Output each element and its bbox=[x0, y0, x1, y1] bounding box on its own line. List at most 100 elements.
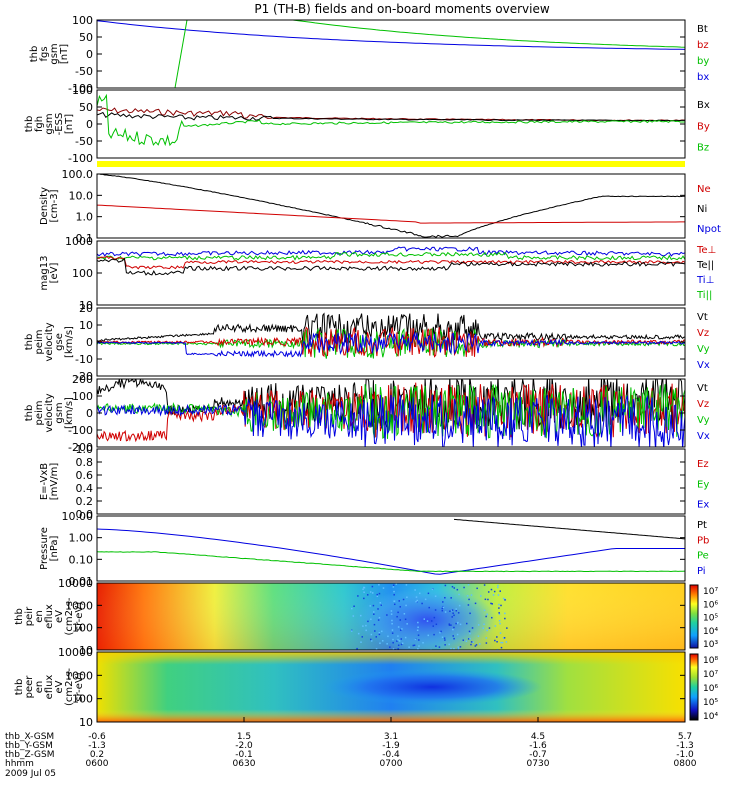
peir-speck bbox=[498, 613, 501, 615]
peir-speck bbox=[371, 585, 374, 588]
peir-speck bbox=[453, 587, 456, 589]
x-value: -0.7 bbox=[529, 750, 547, 760]
x-row-label: thb_Z-GSM bbox=[5, 750, 54, 760]
y-axis-label: thb bbox=[14, 608, 25, 625]
peir-speck bbox=[390, 610, 393, 612]
bz-line bbox=[97, 93, 685, 147]
peir-speck bbox=[501, 641, 504, 644]
legend-bz: bz bbox=[697, 40, 709, 51]
peir-speck bbox=[392, 648, 395, 650]
peir-speck bbox=[474, 602, 477, 605]
legend-Pi: Pi bbox=[697, 566, 706, 577]
peir-speck bbox=[456, 633, 459, 636]
vt-line bbox=[97, 312, 685, 344]
y-tick-label: -50 bbox=[75, 65, 93, 78]
peir-speck bbox=[477, 624, 480, 626]
peir-speck bbox=[438, 646, 441, 648]
panel-peer: 10000 1000 100 10 thb peer en eflux eV (cm2-s-sr-… bbox=[14, 646, 718, 729]
peir-speck bbox=[477, 635, 480, 637]
y-tick-label: 10 bbox=[79, 319, 93, 332]
peir-speck bbox=[467, 638, 470, 640]
peir-speck bbox=[365, 629, 367, 632]
legend-Ti||: Ti|| bbox=[696, 290, 712, 301]
peir-speck bbox=[500, 641, 502, 644]
peir-speck bbox=[361, 636, 364, 638]
peir-speck bbox=[376, 595, 379, 598]
peir-speck bbox=[382, 587, 385, 589]
legend-Vz: Vz bbox=[697, 399, 709, 410]
y-tick-label: 10000 bbox=[58, 646, 93, 659]
peir-speck bbox=[491, 603, 493, 605]
y-tick-label: 0.6 bbox=[76, 469, 94, 482]
colorbar-label: 10⁵ bbox=[703, 698, 718, 708]
peir-speck bbox=[363, 597, 365, 600]
peir-speck bbox=[434, 609, 437, 611]
peir-speck bbox=[387, 635, 389, 638]
y-axis-label: fgh bbox=[34, 116, 45, 132]
panel-peir: 10000 1000 100 10 thb peir en eflux eV (cm2-s-sr-… bbox=[14, 577, 718, 657]
peir-speck bbox=[443, 637, 446, 639]
peir-speck bbox=[363, 591, 365, 594]
peir-speck bbox=[417, 634, 420, 636]
y-tick-label: -200 bbox=[68, 441, 93, 454]
peir-speck bbox=[398, 600, 400, 602]
legend-Vy: Vy bbox=[697, 344, 710, 355]
y-axis-label: peim bbox=[34, 329, 45, 354]
peir-speck bbox=[500, 604, 502, 607]
peir-speck bbox=[397, 644, 400, 647]
colorbar-label: 10⁸ bbox=[703, 656, 718, 666]
legend-Ey: Ey bbox=[697, 479, 709, 490]
y-tick-label: 0.1 bbox=[76, 232, 94, 245]
peir-speck bbox=[399, 629, 402, 631]
legend-Vx: Vx bbox=[697, 360, 710, 371]
peir-speck bbox=[380, 604, 383, 606]
legend-Te||: Te|| bbox=[696, 260, 714, 271]
legend-Vy: Vy bbox=[697, 415, 710, 426]
y-tick-label: 1.0 bbox=[76, 211, 94, 224]
peir-speck bbox=[400, 638, 403, 640]
y-tick-label: 0.01 bbox=[69, 575, 94, 588]
vel1-content bbox=[97, 312, 685, 359]
x-value: 3.1 bbox=[384, 732, 398, 742]
legend-Ni: Ni bbox=[697, 204, 707, 215]
peir-speck bbox=[504, 599, 506, 601]
y-tick-label: 0.10 bbox=[69, 553, 94, 566]
y-axis-label: eV bbox=[54, 680, 65, 693]
peir-speck bbox=[458, 604, 461, 607]
peir-speck bbox=[406, 623, 408, 625]
x-value: -1.3 bbox=[88, 741, 106, 751]
y-tick-label: 0 bbox=[86, 118, 93, 131]
panel-density: 100.0 10.0 1.0 0.1 Density [cm-3] Ne Ni Npot bbox=[39, 168, 721, 245]
peir-speck bbox=[356, 647, 358, 650]
y-axis-label: eflux bbox=[44, 604, 55, 629]
y-tick-label: 0.8 bbox=[76, 456, 94, 469]
peir-speck bbox=[379, 642, 381, 644]
peir-speck bbox=[377, 619, 380, 621]
peir-speck bbox=[362, 588, 364, 590]
y-axis-label: gse bbox=[54, 333, 65, 351]
x-value: -1.9 bbox=[382, 741, 400, 751]
legend-Vt: Vt bbox=[697, 383, 708, 394]
peir-speck bbox=[490, 602, 492, 605]
peir-speck bbox=[439, 631, 441, 634]
peir-frame bbox=[96, 582, 686, 651]
peir-speck bbox=[452, 612, 454, 614]
te-par-line bbox=[97, 257, 685, 276]
y-tick-label: 10.0 bbox=[69, 189, 94, 202]
peir-speck bbox=[417, 621, 419, 624]
peir-speck bbox=[415, 600, 417, 603]
y-axis-label: [eV] bbox=[49, 263, 60, 284]
peir-speck bbox=[485, 642, 488, 644]
peir-speck bbox=[405, 584, 408, 586]
peir-speck bbox=[422, 641, 424, 644]
peir-speck bbox=[360, 641, 362, 643]
peir-speck bbox=[451, 616, 453, 618]
peir-speck bbox=[405, 604, 407, 607]
x-value: -0.1 bbox=[235, 750, 253, 760]
legend-Bx: Bx bbox=[697, 100, 710, 111]
y-tick-label: 1000 bbox=[65, 669, 93, 682]
peir-speck bbox=[472, 641, 475, 643]
peir-speck bbox=[498, 607, 500, 609]
peir-speck bbox=[378, 633, 381, 636]
